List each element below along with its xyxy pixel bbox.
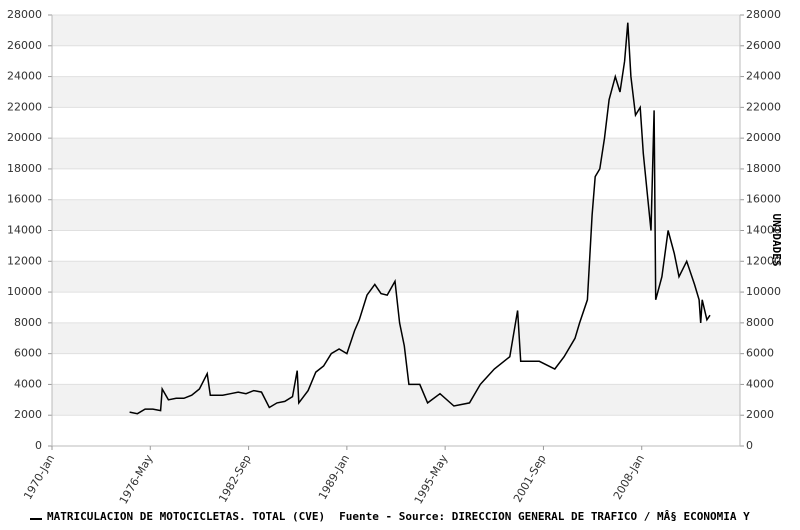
grid-band xyxy=(52,138,740,169)
y-tick-label: 10000 xyxy=(7,285,42,298)
y-tick-label: 28000 xyxy=(7,8,42,21)
x-tick-label: 2008-Jan xyxy=(611,452,647,501)
x-tick-label: 1982-Sep xyxy=(216,452,254,504)
data-line xyxy=(129,22,711,415)
y-tick-label: 20000 xyxy=(7,131,42,144)
legend-label: MATRICULACION DE MOTOCICLETAS. TOTAL (CV… xyxy=(47,510,325,523)
y2-tick-label: 6000 xyxy=(746,347,774,360)
y-tick-label: 24000 xyxy=(7,70,42,83)
y2-tick-label: 2000 xyxy=(746,408,774,421)
source-note: Fuente - Source: DIRECCION GENERAL DE TR… xyxy=(339,510,750,523)
y2-tick-label: 4000 xyxy=(746,377,774,390)
y-tick-label: 12000 xyxy=(7,254,42,267)
y2-tick-label: 0 xyxy=(746,439,753,452)
x-tick-label: 1989-Jan xyxy=(316,452,352,501)
grid-band xyxy=(52,322,740,354)
y2-tick-label: 14000 xyxy=(746,224,781,237)
y2-tick-label: 18000 xyxy=(746,162,781,175)
y2-tick-label: 28000 xyxy=(746,8,781,21)
y-tick-label: 14000 xyxy=(7,224,42,237)
x-tick-label: 1976-May xyxy=(117,452,156,506)
grid-band xyxy=(52,76,740,108)
x-tick-label: 1995-May xyxy=(412,452,451,506)
x-tick-label: 2001-Sep xyxy=(511,452,549,504)
y-tick-label: 22000 xyxy=(7,100,42,113)
y2-tick-label: 26000 xyxy=(746,39,781,52)
y2-tick-label: 12000 xyxy=(746,254,781,267)
y2-tick-label: 20000 xyxy=(746,131,781,144)
y2-tick-label: 16000 xyxy=(746,193,781,206)
y-tick-label: 0 xyxy=(35,439,42,452)
grid-band xyxy=(52,199,740,231)
y-tick-label: 6000 xyxy=(14,347,42,360)
y2-tick-label: 24000 xyxy=(746,70,781,83)
y-tick-label: 18000 xyxy=(7,162,42,175)
y2-tick-label: 8000 xyxy=(746,316,774,329)
y-tick-label: 2000 xyxy=(14,408,42,421)
y-tick-label: 26000 xyxy=(7,39,42,52)
y2-tick-label: 22000 xyxy=(746,100,781,113)
y2-tick-label: 10000 xyxy=(746,285,781,298)
y2-axis-label: UNIDADES xyxy=(770,214,783,267)
y-tick-label: 16000 xyxy=(7,193,42,206)
grid-band xyxy=(52,15,740,46)
y-tick-label: 4000 xyxy=(14,377,42,390)
x-tick-label: 1970-Jan xyxy=(21,452,57,501)
y-tick-label: 8000 xyxy=(14,316,42,329)
grid-band xyxy=(52,384,740,416)
